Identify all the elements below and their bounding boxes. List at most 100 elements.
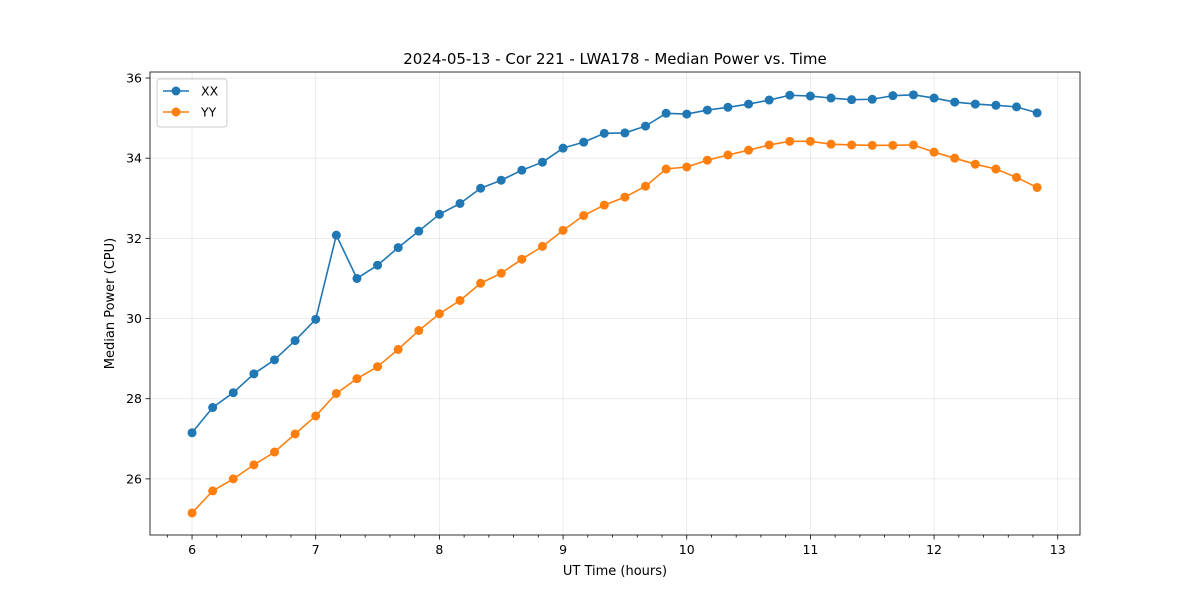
- legend-marker-yy: [171, 107, 181, 117]
- x-tick-label: 12: [926, 542, 942, 557]
- y-tick-label: 36: [126, 71, 142, 86]
- y-tick-label: 32: [126, 231, 142, 246]
- data-point-yy: [661, 164, 671, 174]
- y-tick-label: 26: [126, 471, 142, 486]
- data-point-xx: [847, 95, 857, 105]
- data-point-yy: [970, 159, 980, 169]
- data-point-yy: [269, 447, 279, 457]
- x-tick-label: 6: [188, 542, 196, 557]
- x-tick-label: 8: [435, 542, 443, 557]
- x-axis-label: UT Time (hours): [563, 564, 667, 579]
- data-point-xx: [805, 91, 815, 101]
- data-point-yy: [496, 268, 506, 278]
- data-point-xx: [991, 100, 1001, 110]
- data-point-xx: [641, 121, 651, 131]
- data-point-xx: [414, 226, 424, 236]
- data-point-xx: [208, 403, 218, 413]
- data-point-yy: [187, 508, 197, 518]
- x-tick-label: 13: [1050, 542, 1066, 557]
- data-point-yy: [579, 211, 589, 221]
- data-point-yy: [393, 344, 403, 354]
- data-point-yy: [744, 145, 754, 155]
- data-point-yy: [290, 429, 300, 439]
- data-point-yy: [620, 192, 630, 202]
- data-point-xx: [888, 91, 898, 101]
- data-point-yy: [908, 140, 918, 150]
- data-point-xx: [517, 165, 527, 175]
- data-point-xx: [723, 102, 733, 112]
- data-point-xx: [558, 143, 568, 153]
- data-point-xx: [352, 273, 362, 283]
- data-point-xx: [579, 137, 589, 147]
- data-point-yy: [1012, 172, 1022, 182]
- data-point-yy: [929, 147, 939, 157]
- data-point-yy: [723, 150, 733, 160]
- data-point-xx: [537, 157, 547, 167]
- data-point-yy: [599, 200, 609, 210]
- data-point-yy: [847, 140, 857, 150]
- data-point-xx: [682, 109, 692, 119]
- data-point-yy: [1032, 182, 1042, 192]
- plot-frame: [149, 71, 1081, 536]
- data-point-yy: [311, 411, 321, 421]
- data-point-xx: [764, 95, 774, 105]
- y-tick-label: 34: [126, 151, 142, 166]
- data-point-xx: [970, 99, 980, 109]
- data-point-xx: [867, 94, 877, 104]
- data-point-xx: [249, 369, 259, 379]
- data-point-xx: [290, 336, 300, 346]
- data-point-xx: [476, 183, 486, 193]
- data-point-yy: [826, 139, 836, 149]
- data-point-yy: [641, 181, 651, 191]
- data-point-xx: [393, 243, 403, 253]
- data-point-xx: [929, 93, 939, 103]
- data-point-yy: [764, 140, 774, 150]
- x-tick-label: 10: [679, 542, 695, 557]
- data-point-xx: [620, 128, 630, 138]
- grid: [150, 72, 1080, 535]
- data-point-xx: [1012, 102, 1022, 112]
- data-point-yy: [682, 162, 692, 172]
- data-point-yy: [537, 241, 547, 251]
- data-point-xx: [434, 209, 444, 219]
- data-point-yy: [331, 388, 341, 398]
- data-point-xx: [785, 90, 795, 100]
- x-tick-label: 11: [802, 542, 818, 557]
- data-point-xx: [661, 108, 671, 118]
- chart-title: 2024-05-13 - Cor 221 - LWA178 - Median P…: [403, 50, 827, 68]
- series-layer: [187, 90, 1042, 518]
- legend-marker-xx: [171, 86, 181, 96]
- data-point-yy: [805, 136, 815, 146]
- legend-label-yy: YY: [200, 105, 217, 120]
- data-point-yy: [249, 460, 259, 470]
- legend: XX YY: [156, 78, 228, 128]
- data-point-yy: [785, 136, 795, 146]
- legend-label-xx: XX: [201, 84, 219, 99]
- y-tick-label: 30: [126, 311, 142, 326]
- data-point-yy: [455, 295, 465, 305]
- x-tick-label: 9: [559, 542, 567, 557]
- data-point-xx: [1032, 108, 1042, 118]
- data-point-yy: [414, 326, 424, 336]
- data-point-xx: [950, 97, 960, 107]
- data-point-xx: [331, 230, 341, 240]
- data-point-yy: [950, 153, 960, 163]
- data-point-yy: [517, 254, 527, 264]
- data-point-xx: [744, 99, 754, 109]
- data-point-yy: [991, 164, 1001, 174]
- data-point-yy: [888, 140, 898, 150]
- data-point-yy: [352, 374, 362, 384]
- data-point-xx: [702, 105, 712, 115]
- data-point-xx: [908, 90, 918, 100]
- data-point-xx: [269, 355, 279, 365]
- data-point-yy: [434, 309, 444, 319]
- data-point-xx: [599, 128, 609, 138]
- data-point-yy: [208, 486, 218, 496]
- data-point-xx: [826, 93, 836, 103]
- data-point-yy: [702, 155, 712, 165]
- data-point-xx: [187, 428, 197, 438]
- data-point-yy: [558, 225, 568, 235]
- data-point-xx: [373, 260, 383, 270]
- data-point-yy: [476, 278, 486, 288]
